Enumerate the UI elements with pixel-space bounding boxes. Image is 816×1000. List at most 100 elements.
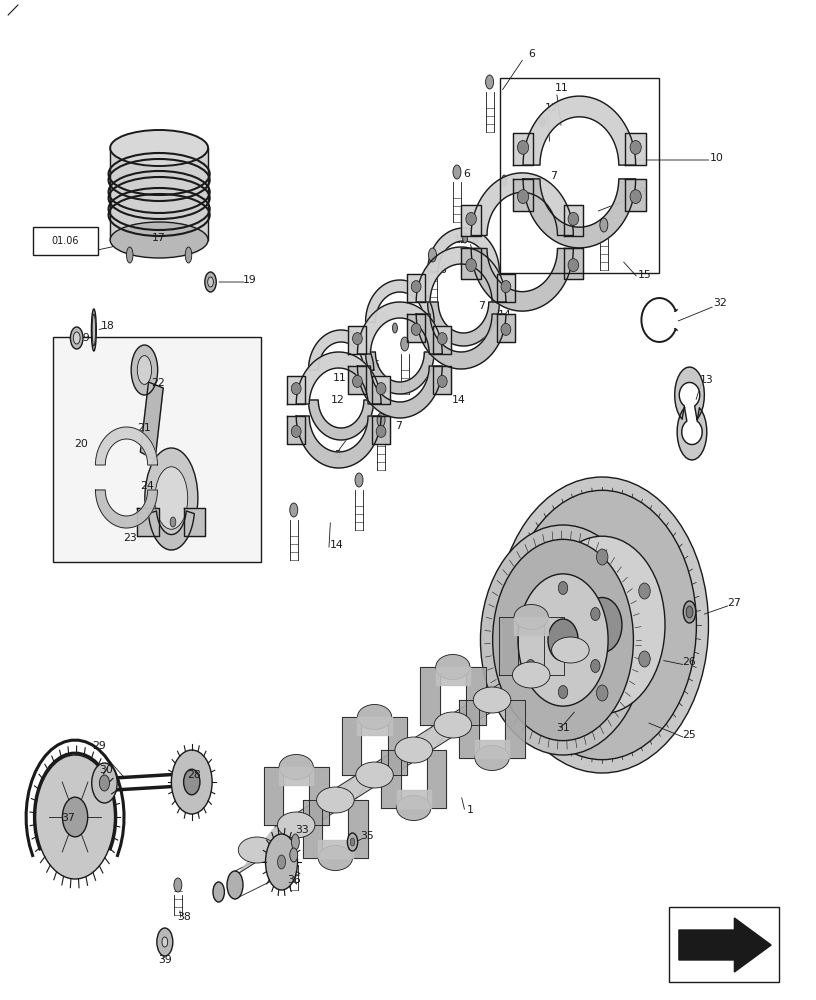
Polygon shape [239, 802, 314, 873]
Ellipse shape [437, 333, 447, 345]
Ellipse shape [514, 604, 548, 630]
Text: 9: 9 [638, 187, 645, 197]
Polygon shape [309, 767, 329, 825]
Polygon shape [264, 767, 283, 825]
Ellipse shape [277, 855, 286, 869]
Polygon shape [296, 352, 381, 404]
Ellipse shape [265, 834, 298, 890]
Text: 10: 10 [709, 153, 724, 163]
Ellipse shape [377, 413, 385, 427]
Polygon shape [436, 667, 470, 685]
Polygon shape [625, 133, 646, 165]
Text: 38: 38 [177, 912, 190, 922]
Polygon shape [428, 228, 499, 272]
Polygon shape [348, 326, 366, 354]
Polygon shape [149, 511, 194, 550]
Ellipse shape [466, 212, 477, 225]
Ellipse shape [463, 233, 468, 243]
Polygon shape [279, 767, 313, 785]
Text: 7: 7 [550, 171, 557, 181]
Text: 12: 12 [331, 395, 344, 405]
Ellipse shape [596, 685, 608, 701]
Polygon shape [514, 617, 548, 635]
Polygon shape [366, 352, 434, 394]
Ellipse shape [437, 375, 447, 387]
Text: 14: 14 [498, 310, 511, 320]
Polygon shape [433, 366, 451, 394]
Text: 17: 17 [152, 233, 165, 243]
Bar [53, 337, 261, 562]
Text: 14: 14 [330, 540, 343, 550]
Text: 11: 11 [419, 295, 432, 305]
Polygon shape [137, 508, 158, 536]
Ellipse shape [170, 517, 175, 527]
Polygon shape [388, 717, 407, 775]
Text: 8: 8 [472, 235, 478, 245]
Bar [669, 907, 779, 982]
Polygon shape [677, 408, 707, 460]
Polygon shape [287, 376, 305, 404]
Text: 27: 27 [728, 598, 741, 608]
Ellipse shape [517, 190, 529, 204]
Polygon shape [416, 314, 506, 369]
Polygon shape [523, 96, 636, 165]
Ellipse shape [428, 248, 437, 262]
Polygon shape [513, 627, 588, 698]
Polygon shape [474, 652, 549, 723]
Polygon shape [505, 700, 525, 758]
Polygon shape [372, 416, 390, 444]
Ellipse shape [558, 582, 568, 594]
Ellipse shape [205, 272, 216, 292]
Ellipse shape [207, 277, 214, 287]
Ellipse shape [131, 345, 157, 395]
Polygon shape [396, 702, 471, 773]
Text: 01.06: 01.06 [51, 236, 79, 246]
Text: 15: 15 [638, 270, 651, 280]
Ellipse shape [100, 775, 109, 791]
Ellipse shape [401, 337, 409, 351]
Ellipse shape [596, 549, 608, 565]
Polygon shape [461, 248, 481, 279]
Text: 1: 1 [467, 805, 473, 815]
Ellipse shape [411, 323, 421, 335]
Ellipse shape [526, 607, 535, 620]
Ellipse shape [290, 848, 298, 862]
Ellipse shape [501, 281, 511, 293]
Ellipse shape [568, 259, 579, 272]
Ellipse shape [63, 797, 87, 837]
Ellipse shape [376, 425, 386, 437]
Ellipse shape [279, 754, 313, 780]
Text: 7: 7 [478, 301, 485, 311]
Ellipse shape [508, 490, 696, 760]
Polygon shape [466, 667, 486, 725]
Ellipse shape [395, 737, 432, 763]
Ellipse shape [356, 762, 393, 788]
Text: 7: 7 [395, 421, 401, 431]
Ellipse shape [162, 937, 168, 947]
Ellipse shape [317, 787, 354, 813]
Polygon shape [471, 173, 574, 236]
Polygon shape [348, 366, 366, 394]
Text: 33: 33 [295, 825, 308, 835]
Ellipse shape [434, 712, 472, 738]
Ellipse shape [353, 333, 362, 345]
Ellipse shape [639, 583, 650, 599]
Ellipse shape [238, 837, 276, 863]
Polygon shape [357, 366, 442, 418]
Ellipse shape [496, 477, 708, 773]
Polygon shape [475, 740, 509, 758]
Ellipse shape [591, 607, 600, 620]
Ellipse shape [639, 651, 650, 667]
Ellipse shape [493, 539, 633, 741]
Ellipse shape [353, 375, 362, 387]
Text: 23: 23 [124, 533, 137, 543]
Text: 12: 12 [454, 235, 467, 245]
Ellipse shape [36, 755, 114, 879]
Ellipse shape [512, 662, 550, 688]
Text: 6: 6 [463, 169, 470, 179]
Polygon shape [342, 717, 361, 775]
Text: 6: 6 [372, 360, 379, 370]
Ellipse shape [350, 838, 355, 846]
Ellipse shape [475, 745, 509, 770]
Ellipse shape [583, 597, 622, 652]
